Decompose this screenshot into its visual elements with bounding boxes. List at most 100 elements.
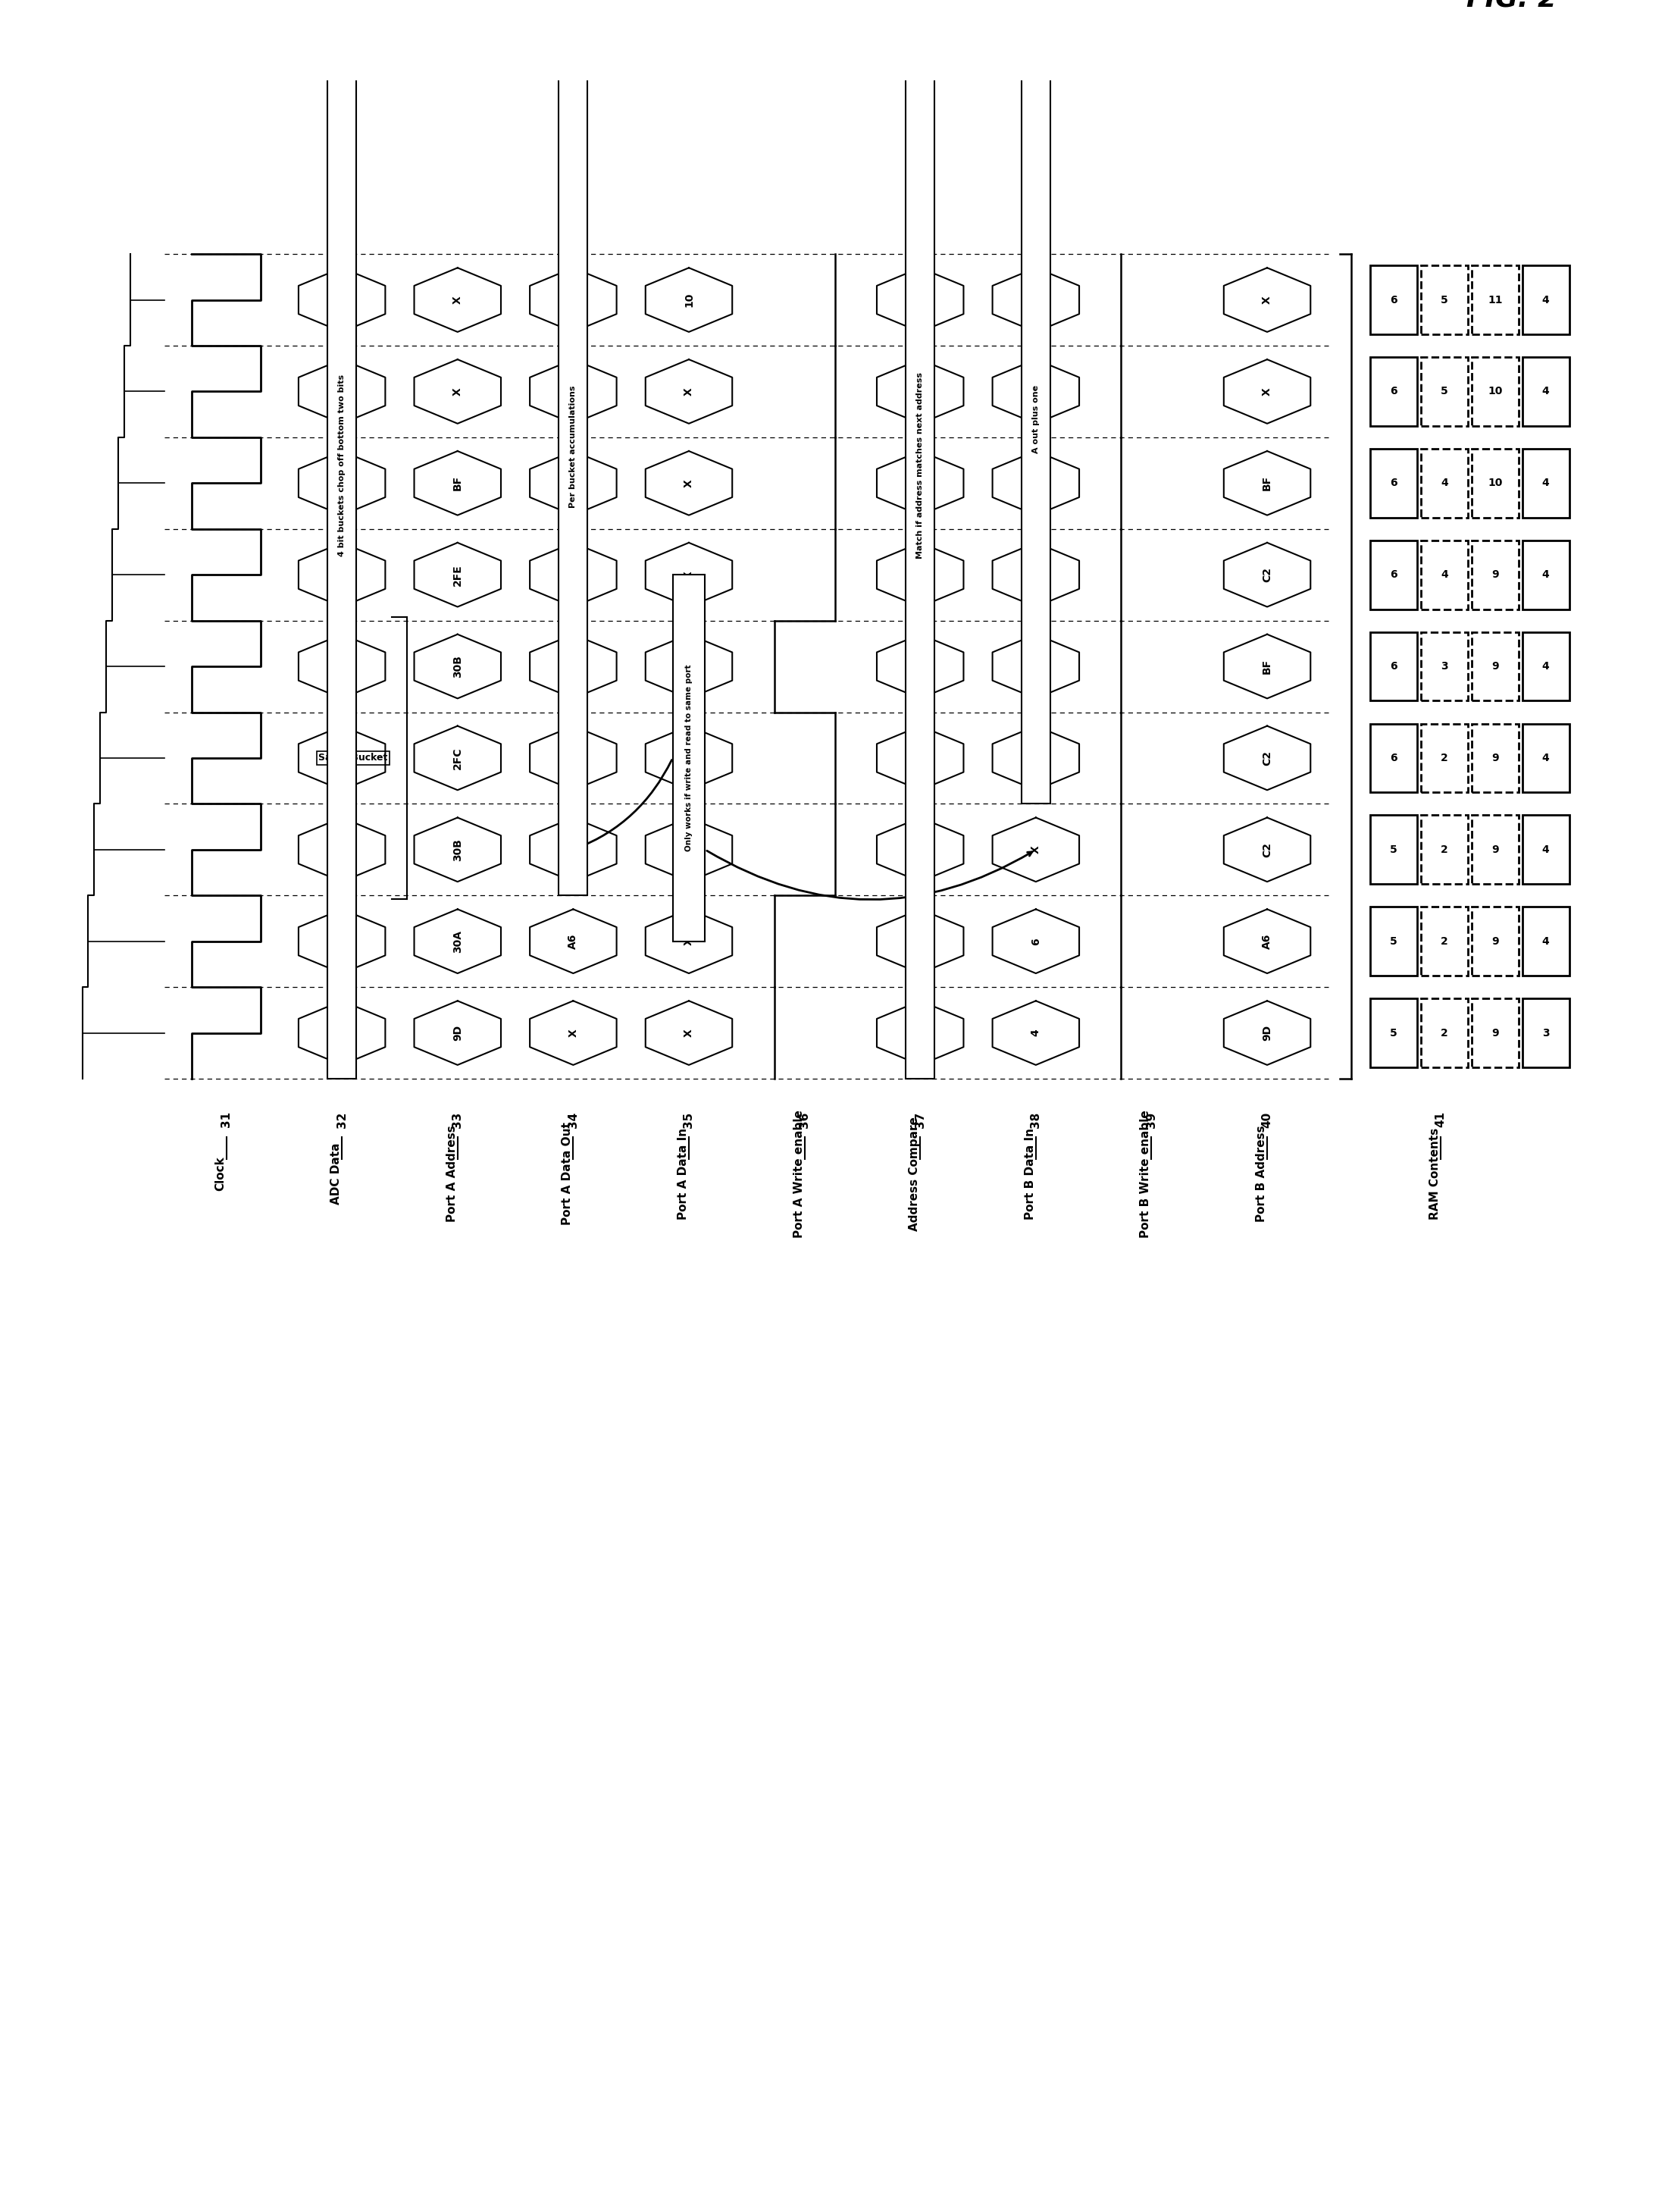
Polygon shape	[530, 542, 617, 606]
Text: X: X	[914, 845, 926, 854]
Text: 30A: 30A	[452, 929, 462, 953]
Text: 6: 6	[1389, 478, 1398, 489]
Polygon shape	[1224, 542, 1311, 606]
Text: 2: 2	[1441, 752, 1448, 763]
Text: X: X	[1261, 296, 1273, 303]
Bar	[1471, 907, 1518, 975]
Polygon shape	[414, 542, 500, 606]
Polygon shape	[992, 451, 1079, 515]
Polygon shape	[992, 1000, 1079, 1064]
Text: 5: 5	[1389, 1029, 1398, 1037]
Text: Port B Address: Port B Address	[1256, 1126, 1268, 1221]
Text: X: X	[1031, 296, 1041, 303]
Bar	[1371, 356, 1418, 427]
Text: C2: C2	[567, 659, 579, 675]
Text: 4: 4	[1541, 661, 1550, 672]
Polygon shape	[877, 542, 964, 606]
Bar	[1421, 723, 1468, 792]
Polygon shape	[1224, 635, 1311, 699]
Text: 4: 4	[1541, 845, 1550, 856]
Text: 30B: 30B	[337, 564, 347, 586]
Polygon shape	[992, 909, 1079, 973]
Text: C2: C2	[567, 843, 579, 858]
FancyBboxPatch shape	[559, 0, 587, 896]
Text: 30B: 30B	[452, 655, 462, 677]
Text: X: X	[452, 387, 462, 396]
Text: Port B Data In: Port B Data In	[1024, 1128, 1036, 1219]
Bar	[1371, 816, 1418, 885]
Bar	[1421, 540, 1468, 608]
Text: X: X	[452, 296, 462, 303]
Text: BF: BF	[1261, 476, 1273, 491]
Text: X: X	[914, 571, 926, 580]
Text: 10: 10	[1488, 387, 1503, 396]
Polygon shape	[530, 1000, 617, 1064]
Polygon shape	[530, 451, 617, 515]
Text: X: X	[914, 1029, 926, 1037]
Text: 10: 10	[1488, 478, 1503, 489]
Text: 33: 33	[452, 1113, 464, 1128]
Polygon shape	[646, 909, 732, 973]
Text: 32: 32	[337, 1113, 347, 1128]
Text: BF: BF	[452, 476, 462, 491]
Bar	[1371, 633, 1418, 701]
Text: C2: C2	[567, 385, 579, 398]
Bar	[1371, 723, 1418, 792]
Text: Per bucket accumulations: Per bucket accumulations	[569, 385, 577, 509]
Text: 2: 2	[1441, 845, 1448, 856]
Text: X: X	[1031, 387, 1041, 396]
Bar	[1523, 265, 1570, 334]
Bar	[1421, 449, 1468, 518]
Polygon shape	[530, 818, 617, 883]
Bar	[1421, 265, 1468, 334]
Bar	[1471, 633, 1518, 701]
Polygon shape	[992, 635, 1079, 699]
Text: 4: 4	[1541, 478, 1550, 489]
Text: 5: 5	[1441, 294, 1448, 305]
Bar	[1471, 723, 1518, 792]
Polygon shape	[1224, 268, 1311, 332]
Text: 2: 2	[1441, 1029, 1448, 1037]
Polygon shape	[646, 451, 732, 515]
Text: 9: 9	[1491, 661, 1500, 672]
Text: 9: 9	[1491, 845, 1500, 856]
Polygon shape	[877, 358, 964, 422]
Bar	[1523, 998, 1570, 1066]
Text: RAM Contents: RAM Contents	[1429, 1128, 1441, 1219]
FancyBboxPatch shape	[906, 0, 934, 1079]
Text: Only works if write and read to same port: Only works if write and read to same por…	[686, 664, 692, 852]
Polygon shape	[530, 358, 617, 422]
Bar	[1371, 265, 1418, 334]
Polygon shape	[530, 726, 617, 790]
Bar	[1471, 540, 1518, 608]
Text: BF: BF	[337, 385, 347, 398]
Text: 10: 10	[684, 292, 694, 307]
Text: 10: 10	[1031, 659, 1041, 675]
Text: 9D: 9D	[452, 1024, 462, 1042]
Text: 9: 9	[1491, 1029, 1500, 1037]
Text: 35: 35	[684, 1113, 694, 1128]
Bar	[1523, 816, 1570, 885]
Bar	[1421, 907, 1468, 975]
Polygon shape	[992, 358, 1079, 422]
Polygon shape	[877, 635, 964, 699]
Bar	[1421, 998, 1468, 1066]
Bar	[1421, 356, 1468, 427]
Polygon shape	[877, 726, 964, 790]
Text: 3: 3	[1541, 1029, 1550, 1037]
Text: 11: 11	[1488, 294, 1503, 305]
Text: 3: 3	[684, 754, 694, 761]
Text: Port A Data In: Port A Data In	[677, 1128, 689, 1219]
Polygon shape	[414, 726, 500, 790]
Polygon shape	[877, 818, 964, 883]
FancyBboxPatch shape	[1021, 35, 1051, 803]
Polygon shape	[992, 542, 1079, 606]
Text: C2: C2	[567, 750, 579, 765]
Text: X: X	[684, 480, 694, 487]
Text: 4: 4	[1541, 936, 1550, 947]
Text: X: X	[914, 296, 926, 303]
Text: 4: 4	[1541, 568, 1550, 580]
Polygon shape	[877, 268, 964, 332]
Text: 9D: 9D	[1261, 1024, 1273, 1042]
Text: 5: 5	[1441, 387, 1448, 396]
